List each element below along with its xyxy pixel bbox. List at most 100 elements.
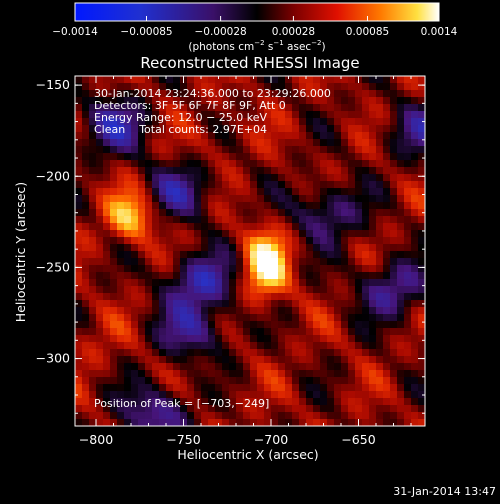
heatmap-cell [96, 167, 104, 175]
heatmap-cell [334, 83, 342, 91]
heatmap-cell [138, 244, 146, 252]
heatmap-cell [327, 132, 335, 140]
heatmap-cell [257, 139, 265, 147]
heatmap-cell [418, 265, 426, 273]
heatmap-cell [383, 300, 391, 308]
heatmap-cell [89, 132, 97, 140]
heatmap-cell [145, 384, 153, 392]
heatmap-cell [229, 258, 237, 266]
heatmap-cell [243, 363, 251, 371]
heatmap-cell [404, 76, 412, 84]
heatmap-cell [285, 286, 293, 294]
heatmap-cell [194, 174, 202, 182]
heatmap-cell [117, 118, 125, 126]
heatmap-cell [369, 363, 377, 371]
heatmap-cell [348, 419, 356, 427]
heatmap-cell [194, 391, 202, 399]
heatmap-cell [131, 153, 139, 161]
heatmap-cell [306, 160, 314, 168]
heatmap-cell [187, 104, 195, 112]
heatmap-cell [341, 321, 349, 329]
heatmap-cell [257, 265, 265, 273]
heatmap-cell [236, 160, 244, 168]
heatmap-cell [404, 111, 412, 119]
heatmap-cell [299, 188, 307, 196]
heatmap-cell [306, 293, 314, 301]
heatmap-cell [369, 258, 377, 266]
heatmap-cell [236, 76, 244, 84]
heatmap-cell [117, 314, 125, 322]
heatmap-cell [271, 118, 279, 126]
heatmap-cell [404, 202, 412, 210]
heatmap-cell [397, 300, 405, 308]
heatmap-cell [243, 167, 251, 175]
heatmap-cell [369, 146, 377, 154]
heatmap-cell [306, 377, 314, 385]
heatmap-cell [383, 83, 391, 91]
heatmap-cell [159, 111, 167, 119]
heatmap-cell [89, 363, 97, 371]
heatmap-cell [327, 328, 335, 336]
heatmap-cell [110, 188, 118, 196]
heatmap-cell [411, 293, 419, 301]
heatmap-cell [159, 370, 167, 378]
heatmap-cell [411, 167, 419, 175]
heatmap-cell [292, 405, 300, 413]
heatmap-cell [292, 419, 300, 427]
heatmap-cell [89, 377, 97, 385]
heatmap-cell [264, 349, 272, 357]
heatmap-cell [341, 398, 349, 406]
heatmap-cell [320, 118, 328, 126]
heatmap-cell [299, 104, 307, 112]
heatmap-cell [411, 202, 419, 210]
heatmap-cell [194, 195, 202, 203]
heatmap-cell [264, 216, 272, 224]
x-axis-label: Heliocentric X (arcsec) [177, 447, 318, 462]
heatmap-cell [187, 363, 195, 371]
heatmap-cell [299, 216, 307, 224]
heatmap-cell [362, 293, 370, 301]
heatmap-cell [173, 181, 181, 189]
heatmap-cell [348, 104, 356, 112]
heatmap-cell [250, 237, 258, 245]
heatmap-cell [208, 195, 216, 203]
heatmap-cell [96, 349, 104, 357]
heatmap-cell [96, 307, 104, 315]
heatmap-cell [243, 244, 251, 252]
heatmap-cell [89, 321, 97, 329]
heatmap-cell [82, 321, 90, 329]
heatmap-cell [313, 363, 321, 371]
heatmap-cell [82, 307, 90, 315]
heatmap-cell [117, 174, 125, 182]
heatmap-cell [313, 104, 321, 112]
heatmap-cell [397, 279, 405, 287]
heatmap-cell [257, 349, 265, 357]
heatmap-cell [341, 160, 349, 168]
heatmap-cell [215, 412, 223, 420]
heatmap-cell [404, 293, 412, 301]
heatmap-cell [222, 272, 230, 280]
heatmap-cell [341, 216, 349, 224]
heatmap-cell [404, 146, 412, 154]
heatmap-cell [236, 230, 244, 238]
heatmap-cell [166, 160, 174, 168]
heatmap-cell [299, 335, 307, 343]
heatmap-cell [313, 356, 321, 364]
heatmap-cell [89, 83, 97, 91]
heatmap-cell [257, 125, 265, 133]
heatmap-cell [117, 125, 125, 133]
chart-title: Reconstructed RHESSI Image [140, 54, 359, 72]
heatmap-cell [278, 104, 286, 112]
heatmap-cell [341, 195, 349, 203]
heatmap-cell [82, 202, 90, 210]
heatmap-cell [355, 223, 363, 231]
heatmap-cell [355, 321, 363, 329]
heatmap-cell [327, 118, 335, 126]
heatmap-cell [194, 216, 202, 224]
heatmap-cell [96, 174, 104, 182]
heatmap-cell [390, 118, 398, 126]
heatmap-cell [96, 90, 104, 98]
heatmap-cell [418, 405, 426, 413]
heatmap-cell [411, 188, 419, 196]
heatmap-cell [299, 342, 307, 350]
